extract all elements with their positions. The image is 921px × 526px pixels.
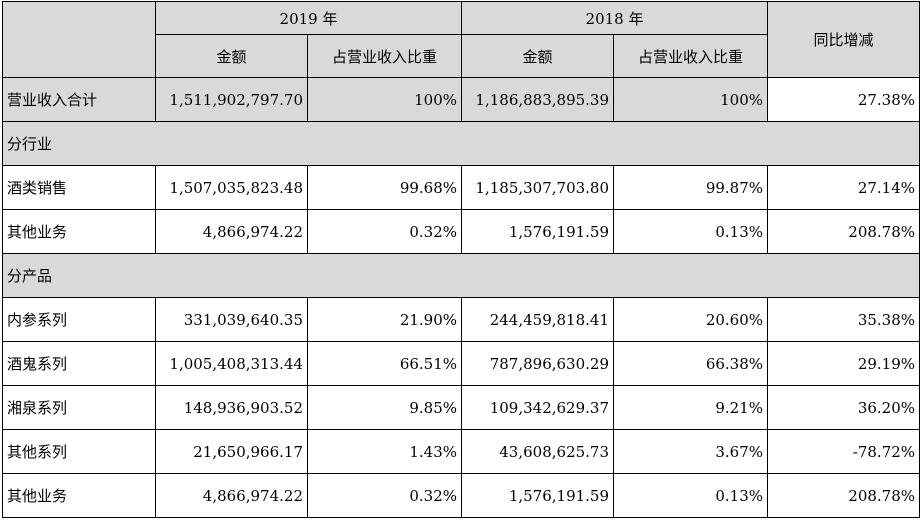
total-amount-2018: 1,186,883,895.39 [461,77,615,122]
row-share-2018: 3.67% [613,429,769,474]
row-amount-2018: 1,576,191.59 [461,209,615,254]
table-row: 其他业务 4,866,974.22 0.32% 1,576,191.59 0.1… [2,473,921,518]
row-share-2018: 20.60% [613,297,769,342]
header-yoy: 同比增减 [767,1,921,78]
total-yoy: 27.38% [767,77,921,122]
row-label: 其他业务 [2,473,156,518]
row-amount-2018: 1,185,307,703.80 [461,165,615,210]
row-label: 内参系列 [2,297,156,342]
row-share-2019: 0.32% [306,209,463,254]
row-label: 其他业务 [2,209,156,254]
row-amount-2019: 21,650,966.17 [155,429,308,474]
row-label: 酒鬼系列 [2,341,156,386]
row-amount-2019: 4,866,974.22 [155,209,308,254]
table-row: 其他系列 21,650,966.17 1.43% 43,608,625.73 3… [2,429,921,474]
row-amount-2018: 109,342,629.37 [461,385,615,430]
row-share-2019: 0.32% [306,473,463,518]
row-yoy: 35.38% [767,297,921,342]
row-amount-2018: 787,896,630.29 [461,341,615,386]
header-share-2018: 占营业收入比重 [613,34,769,78]
total-share-2018: 100% [613,77,769,122]
row-share-2018: 99.87% [613,165,769,210]
table-row: 湘泉系列 148,936,903.52 9.85% 109,342,629.37… [2,385,921,430]
total-label: 营业收入合计 [2,77,156,122]
row-amount-2019: 4,866,974.22 [155,473,308,518]
row-share-2018: 0.13% [613,209,769,254]
header-row-columns: 金额 占营业收入比重 金额 占营业收入比重 [3,34,920,78]
row-amount-2019: 148,936,903.52 [155,385,308,430]
row-label: 湘泉系列 [2,385,156,430]
row-label: 酒类销售 [2,165,156,210]
header-year-2018: 2018 年 [461,1,769,35]
row-yoy: 36.20% [767,385,921,430]
row-share-2019: 99.68% [306,165,463,210]
table-row: 内参系列 331,039,640.35 21.90% 244,459,818.4… [2,297,921,342]
row-amount-2019: 1,507,035,823.48 [155,165,308,210]
header-year-2019: 2019 年 [154,1,463,35]
row-yoy: 208.78% [767,209,921,254]
section-title: 分行业 [1,121,921,166]
row-yoy: -78.72% [767,429,921,474]
row-share-2018: 0.13% [613,473,769,518]
row-share-2019: 66.51% [306,341,463,386]
table-row: 酒类销售 1,507,035,823.48 99.68% 1,185,307,7… [2,165,921,210]
section-title: 分产品 [1,253,921,298]
row-share-2019: 21.90% [306,297,463,342]
row-yoy: 27.14% [767,165,921,210]
row-amount-2018: 1,576,191.59 [461,473,615,518]
header-amount-2019: 金额 [155,34,308,78]
table-row: 酒鬼系列 1,005,408,313.44 66.51% 787,896,630… [2,341,921,386]
section-row-product: 分产品 [1,253,921,298]
total-amount-2019: 1,511,902,797.70 [155,77,308,122]
total-share-2019: 100% [306,77,463,122]
table-row: 其他业务 4,866,974.22 0.32% 1,576,191.59 0.1… [2,209,921,254]
total-row: 营业收入合计 1,511,902,797.70 100% 1,186,883,8… [2,77,921,122]
row-amount-2019: 1,005,408,313.44 [155,341,308,386]
row-share-2019: 1.43% [306,429,463,474]
row-share-2019: 9.85% [306,385,463,430]
header-row-years: 2019 年 2018 年 同比增减 [2,1,921,78]
row-share-2018: 66.38% [613,341,769,386]
row-yoy: 29.19% [767,341,921,386]
row-amount-2019: 331,039,640.35 [155,297,308,342]
row-label: 其他系列 [2,429,156,474]
section-row-industry: 分行业 [1,121,921,166]
row-yoy: 208.78% [767,473,921,518]
row-amount-2018: 43,608,625.73 [461,429,615,474]
row-share-2018: 9.21% [613,385,769,430]
header-corner-cell [2,1,156,78]
row-amount-2018: 244,459,818.41 [461,297,615,342]
header-amount-2018: 金额 [461,34,615,78]
header-share-2019: 占营业收入比重 [306,34,463,78]
